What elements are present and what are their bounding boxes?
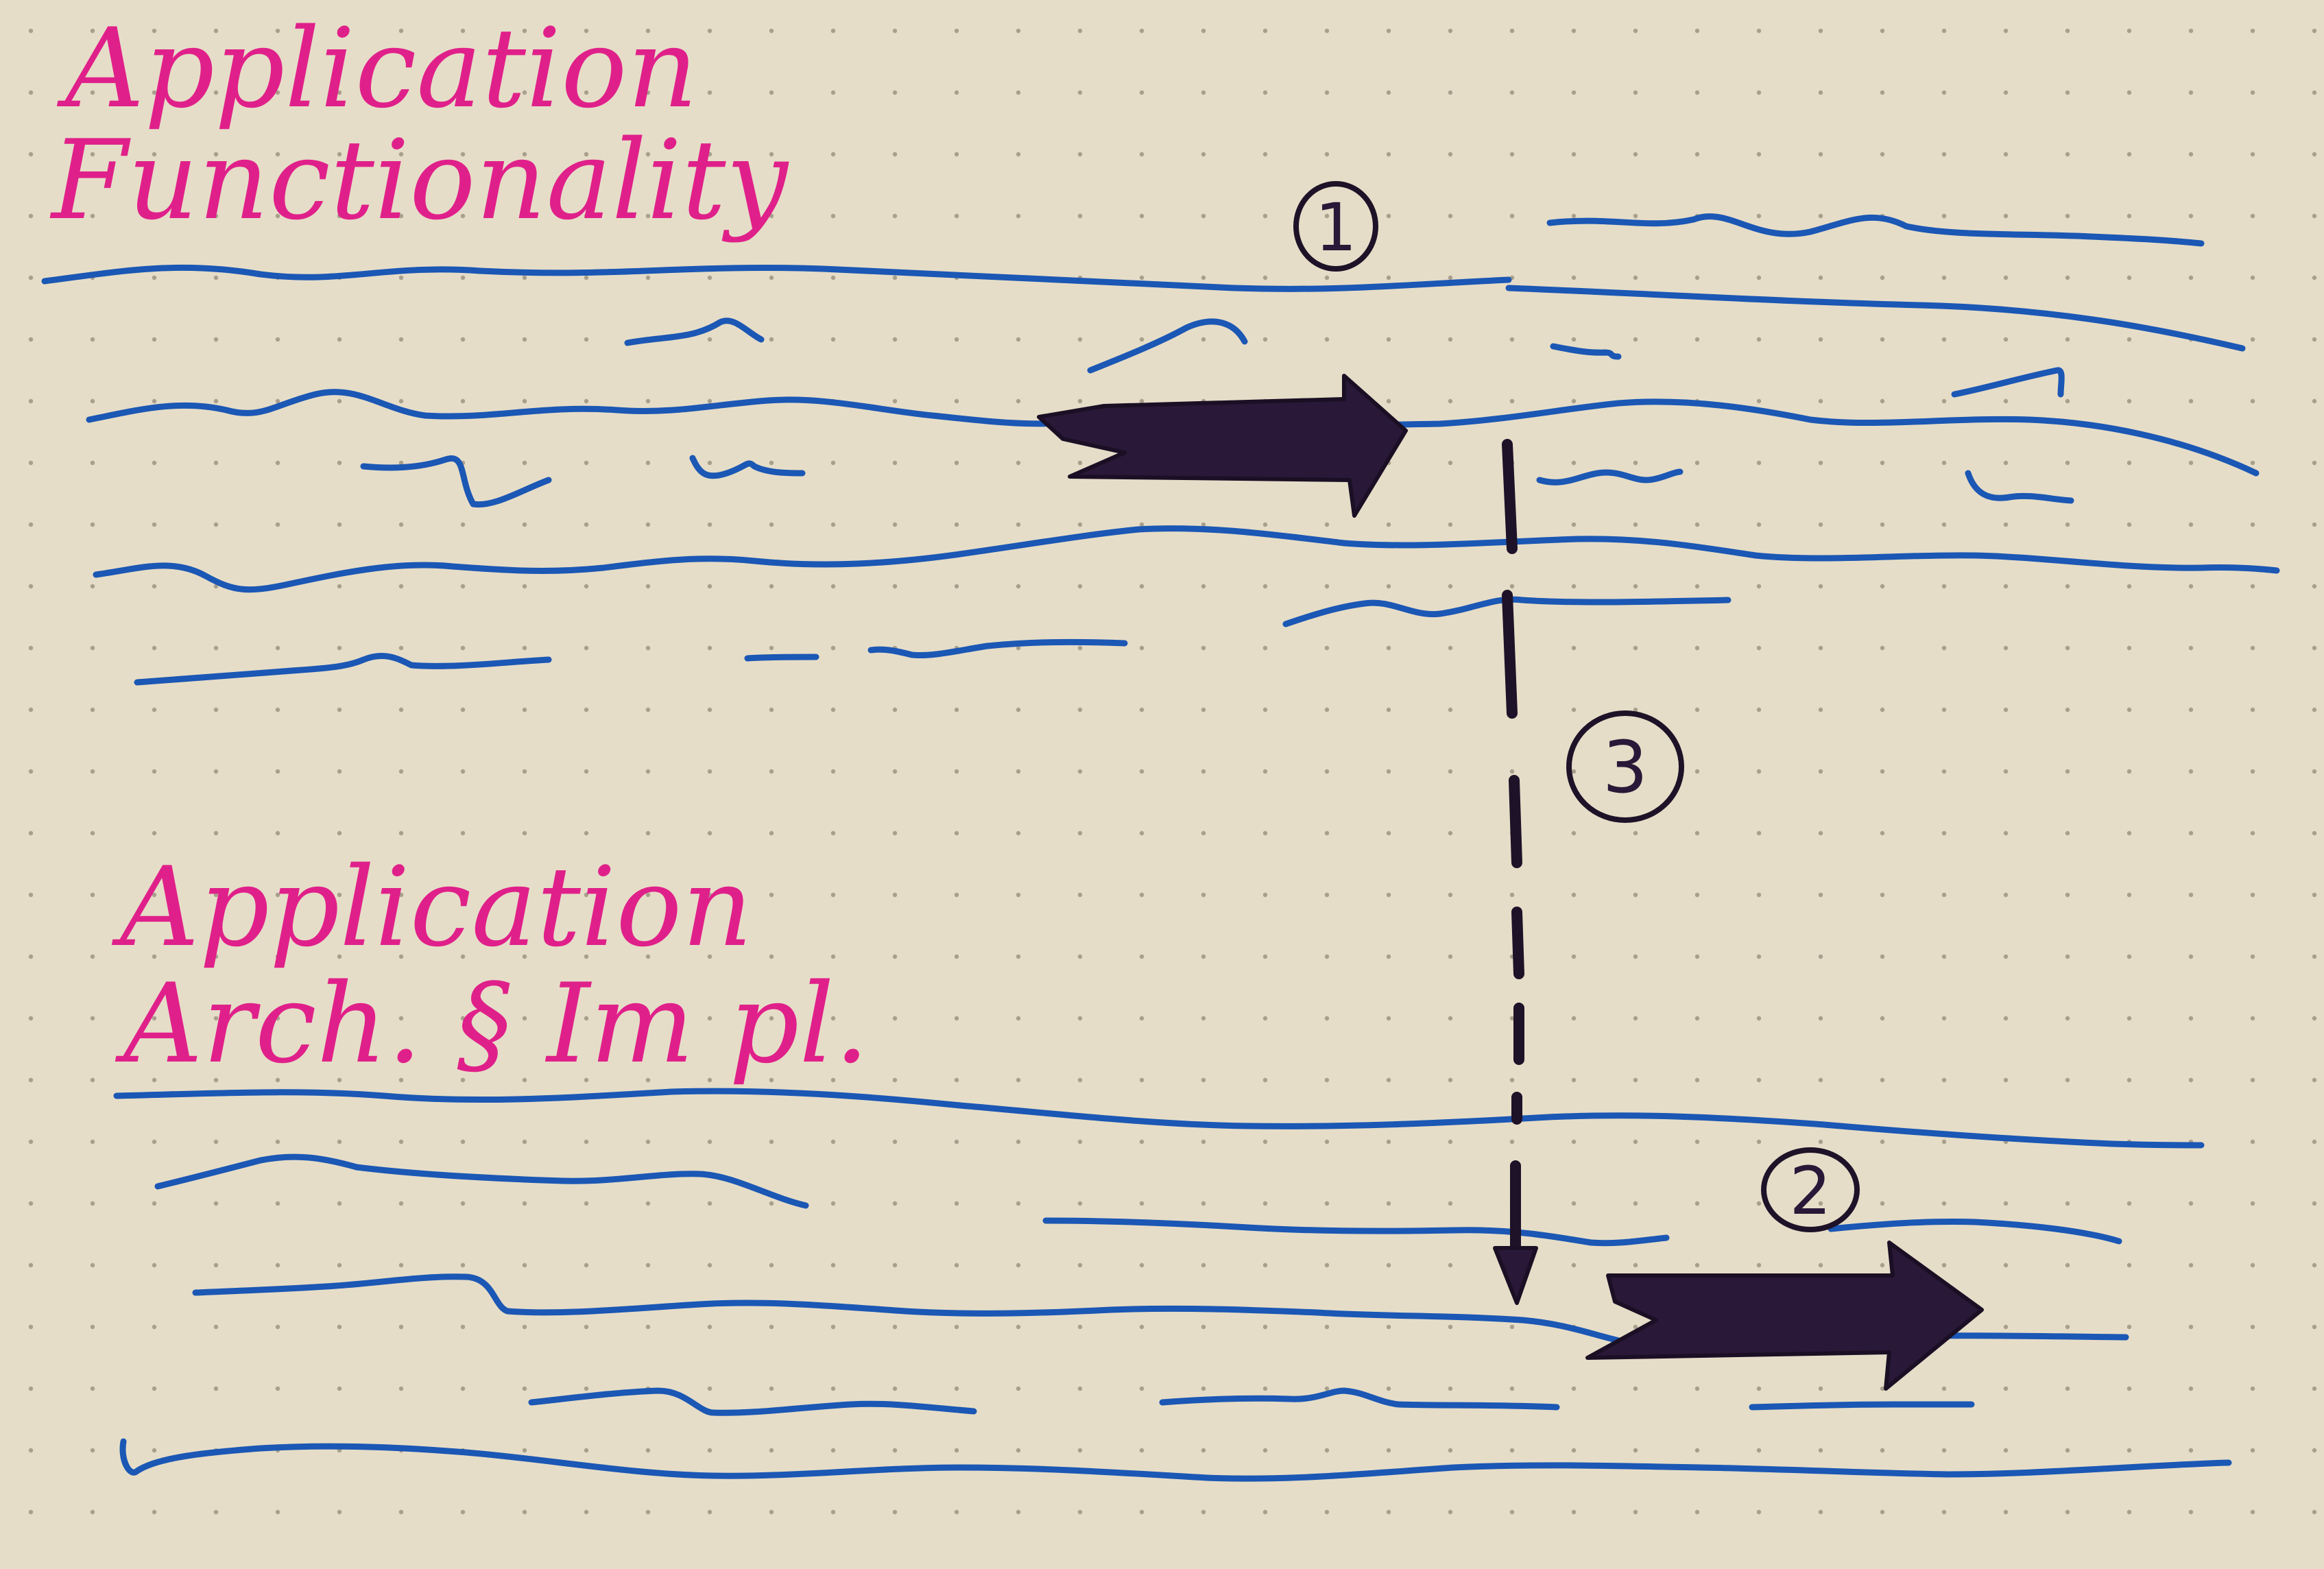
- wave-line: [744, 654, 819, 662]
- wave-line: [119, 1438, 2232, 1482]
- dashed-arrow-head: [1493, 1246, 1538, 1305]
- wave-line: [1965, 470, 2074, 504]
- wave-line: [624, 318, 765, 346]
- title-application-bottom: Application: [111, 843, 753, 971]
- top-wave-lines: [41, 213, 2280, 686]
- wave-line: [41, 264, 1512, 292]
- title-application-top: Application: [56, 4, 698, 132]
- wave-line: [528, 1387, 977, 1416]
- wave-line: [1159, 1387, 1560, 1411]
- wave-line: [1087, 318, 1248, 374]
- marker-1-label: 1: [1315, 189, 1356, 266]
- horizontal-arrow-bottom: [1585, 1241, 1984, 1391]
- marker-3-label: 3: [1603, 726, 1648, 809]
- title-functionality: Functionality: [49, 116, 790, 244]
- wave-line: [1042, 1217, 1670, 1247]
- wave-line: [1282, 596, 1732, 627]
- wave-line: [113, 1088, 2205, 1149]
- dashed-down-arrow: [1493, 439, 1538, 1305]
- marker-3: 3: [1566, 710, 1684, 823]
- wave-line: [1951, 367, 2065, 398]
- marker-1: 1: [1293, 181, 1378, 272]
- wave-line: [1536, 468, 1684, 486]
- wave-line: [1505, 285, 2246, 352]
- wave-line: [134, 653, 552, 686]
- wave-line: [1550, 343, 1622, 360]
- wave-line: [1828, 1219, 2122, 1245]
- horizontal-arrow-top: [1037, 374, 1408, 518]
- wave-line: [154, 1153, 809, 1209]
- marker-2-label: 2: [1789, 1153, 1831, 1230]
- wave-line: [360, 455, 552, 508]
- wave-line: [1749, 1401, 1975, 1411]
- wave-line: [689, 455, 806, 479]
- wave-line: [93, 525, 2280, 593]
- wave-line: [867, 638, 1128, 659]
- bottom-section-title: Application Arch. § Im pl.: [111, 843, 870, 1088]
- top-section-title: Application Functionality: [49, 4, 790, 244]
- wave-line: [1546, 213, 2205, 247]
- title-arch-impl: Arch. § Im pl.: [115, 959, 870, 1088]
- marker-2: 2: [1761, 1147, 1860, 1232]
